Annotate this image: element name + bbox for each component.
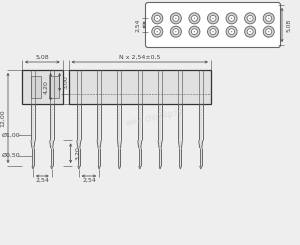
Circle shape [229, 15, 235, 21]
Circle shape [170, 26, 182, 37]
Circle shape [191, 29, 197, 35]
Text: 5,08: 5,08 [35, 55, 49, 60]
Circle shape [152, 26, 163, 37]
Circle shape [247, 29, 253, 35]
Circle shape [157, 18, 158, 19]
Circle shape [208, 26, 218, 37]
Text: 4,20: 4,20 [43, 80, 48, 94]
Text: 3,00: 3,00 [64, 75, 69, 89]
Circle shape [212, 18, 214, 19]
Circle shape [173, 29, 179, 35]
Circle shape [249, 18, 251, 19]
Circle shape [210, 15, 216, 21]
Circle shape [191, 15, 197, 21]
Bar [31, 76, 41, 98]
Circle shape [189, 13, 200, 24]
Text: 3,20: 3,20 [76, 146, 81, 160]
Circle shape [244, 13, 256, 24]
Circle shape [268, 31, 269, 32]
Text: 2,54: 2,54 [35, 178, 49, 183]
Text: Ø1,00: Ø1,00 [2, 133, 21, 138]
Circle shape [263, 13, 274, 24]
Circle shape [266, 29, 272, 35]
Circle shape [189, 26, 200, 37]
Circle shape [231, 18, 232, 19]
Circle shape [194, 18, 195, 19]
Circle shape [263, 26, 274, 37]
Bar [22, 70, 63, 104]
Circle shape [226, 13, 237, 24]
Circle shape [175, 31, 177, 32]
Text: 12,00: 12,00 [1, 109, 5, 127]
Circle shape [247, 15, 253, 21]
Circle shape [170, 13, 182, 24]
Circle shape [212, 31, 214, 32]
Text: 2,54: 2,54 [82, 178, 96, 183]
Text: 2,54: 2,54 [136, 18, 140, 32]
Bar [49, 76, 59, 98]
Bar [69, 70, 211, 104]
Circle shape [173, 15, 179, 21]
Circle shape [244, 26, 256, 37]
Circle shape [229, 29, 235, 35]
Circle shape [249, 31, 251, 32]
Text: www.chipdip.ru: www.chipdip.ru [125, 107, 185, 128]
Circle shape [210, 29, 216, 35]
Circle shape [154, 15, 160, 21]
FancyBboxPatch shape [146, 2, 280, 48]
Text: Ø0,50: Ø0,50 [2, 153, 21, 158]
Text: 5,08: 5,08 [286, 18, 292, 32]
Circle shape [266, 15, 272, 21]
Circle shape [175, 18, 177, 19]
Circle shape [194, 31, 195, 32]
Circle shape [152, 13, 163, 24]
Circle shape [157, 31, 158, 32]
Text: N x 2,54±0,5: N x 2,54±0,5 [119, 55, 160, 60]
Circle shape [154, 29, 160, 35]
Circle shape [231, 31, 232, 32]
Circle shape [226, 26, 237, 37]
Circle shape [268, 18, 269, 19]
Circle shape [208, 13, 218, 24]
